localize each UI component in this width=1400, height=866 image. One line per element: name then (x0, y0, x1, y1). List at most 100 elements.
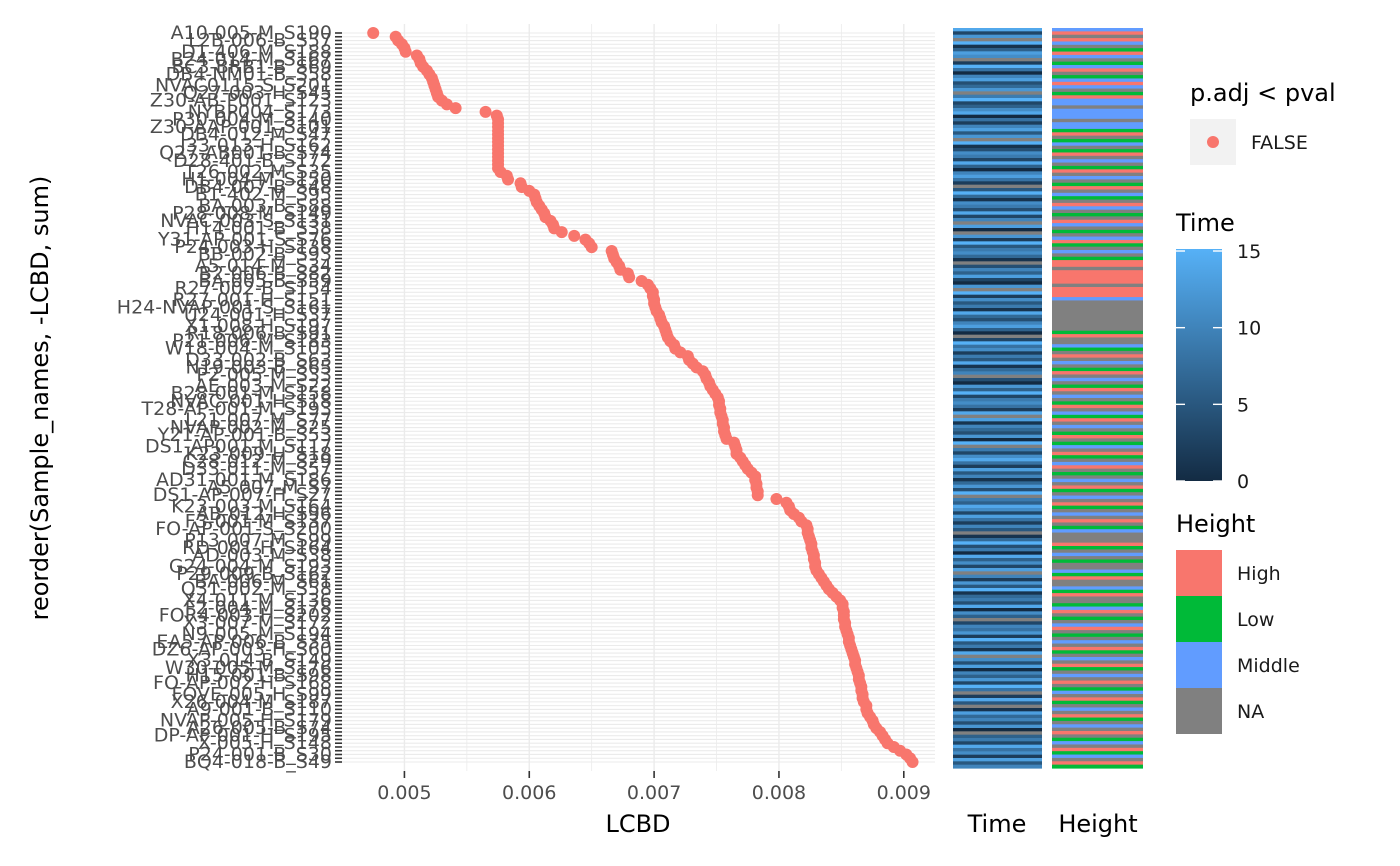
height-strip-cell (1052, 472, 1143, 476)
time-strip-cell (953, 381, 1042, 386)
time-strip-cell (953, 644, 1042, 649)
height-strip-cell (1052, 273, 1143, 278)
height-strip-cell (1052, 162, 1143, 167)
time-strip-cell (953, 704, 1042, 709)
height-strip-cell (1052, 421, 1143, 426)
height-strip-cell (1052, 556, 1143, 561)
time-strip-cell (953, 211, 1042, 216)
time-strip-cell (953, 481, 1042, 486)
y-tick-label: DZ6-AP-003-H_S60 (152, 638, 332, 660)
time-strip-cell (953, 128, 1042, 132)
time-strip-cell (953, 651, 1042, 656)
time-strip-cell (953, 461, 1042, 466)
time-strip-cell (953, 431, 1042, 436)
y-tick-label: D33-002-B_S63 (185, 349, 332, 371)
y-tick-label: NVAC-003-S_S131 (160, 210, 332, 232)
colorbar-tick-label: 5 (1237, 394, 1249, 416)
time-strip-cell (953, 61, 1042, 66)
time-strip-cell (953, 578, 1042, 582)
y-tick-label: P28-008-M_S149 (172, 202, 332, 224)
y-tick-label: L2B-006-B_S57 (188, 30, 332, 52)
y-tick-label: P21-006-M_S183 (172, 330, 332, 352)
time-strip-cell (953, 104, 1042, 109)
time-strip-cell (953, 268, 1042, 272)
height-strip-cell (1052, 95, 1143, 100)
time-strip-cell (953, 681, 1042, 686)
height-strip-cell (1052, 616, 1143, 621)
time-strip-cell (953, 664, 1042, 669)
time-strip-cell (953, 558, 1042, 562)
time-strip-cell (953, 324, 1042, 329)
time-strip-cell (953, 498, 1042, 502)
time-strip-cell (953, 598, 1042, 602)
time-strip-cell (953, 68, 1042, 72)
height-strip-cell (1052, 125, 1143, 130)
time-strip-cell (953, 144, 1042, 149)
time-strip-cell (953, 684, 1042, 689)
height-strip-cell (1052, 519, 1143, 524)
time-strip-cell (953, 724, 1042, 729)
legend-pval-dot (1207, 136, 1219, 148)
time-strip-cell (953, 168, 1042, 172)
height-strip-cell (1052, 707, 1143, 712)
legend-height-label: High (1237, 563, 1281, 585)
time-strip-cell (953, 541, 1042, 546)
y-tick-label: Y31-AP-001-S_S76 (157, 229, 332, 251)
y-tick-label: J33-013-H_S162 (179, 135, 332, 157)
legend-time-colorbar (1176, 249, 1222, 481)
height-strip-cell (1052, 394, 1143, 399)
height-strip-cell (1052, 650, 1143, 655)
y-tick-label: BA-005-B_S59 (198, 270, 332, 292)
height-strip-cell (1052, 727, 1143, 732)
time-strip-cell (953, 458, 1042, 462)
time-strip-cell (953, 474, 1042, 479)
height-strip-cell (1052, 697, 1143, 702)
y-tick-label: BB-002-B_S93 (198, 244, 332, 266)
height-strip-cell (1052, 734, 1143, 739)
time-strip-cell (953, 204, 1042, 209)
height-strip-cell (1052, 424, 1143, 429)
y-tick-label: G24-004-M_S193 (169, 556, 332, 578)
height-strip-cell (1052, 98, 1143, 103)
time-strip-cell (953, 754, 1042, 759)
height-strip-cell (1052, 263, 1143, 268)
time-strip-cell (953, 174, 1042, 179)
time-strip-cell (953, 748, 1042, 752)
time-strip-cell (953, 284, 1042, 289)
height-strip-cell (1052, 367, 1143, 372)
y-tick-label: P29-009-B_S162 (176, 563, 332, 585)
time-strip-cell (953, 254, 1042, 259)
height-strip-cell (1052, 196, 1143, 201)
y-tick-label: P2-005-M_S33 (196, 364, 332, 386)
time-strip-cell (953, 551, 1042, 556)
height-strip-cell (1052, 159, 1143, 164)
y-tick-label: FOR4-003-H_S202 (159, 604, 332, 626)
data-point (367, 27, 380, 39)
y-tick-label: P13-007-M_S99 (184, 529, 332, 551)
time-strip-cell (953, 511, 1042, 516)
height-strip-cell (1052, 418, 1143, 423)
y-tick-label: NVAC0115-S_S201 (155, 75, 332, 97)
height-strip-cell (1052, 643, 1143, 648)
time-strip-cell (953, 628, 1042, 632)
time-strip-cell (953, 708, 1042, 712)
height-strip-cell (1052, 535, 1143, 540)
y-tick-label: DB4-NM01-B_S58 (166, 63, 332, 85)
time-strip-cell (953, 238, 1042, 242)
height-strip-cell (1052, 293, 1143, 298)
time-strip-cell (953, 91, 1042, 96)
time-strip-cell (953, 698, 1042, 702)
y-tick-label: A26-005-B_S74 (187, 717, 332, 739)
time-strip-cell (953, 618, 1042, 622)
time-strip-cell (953, 594, 1042, 599)
data-point (751, 489, 764, 502)
time-strip-cell (953, 118, 1042, 122)
height-strip-cell (1052, 381, 1143, 386)
time-strip-cell (953, 344, 1042, 349)
height-strip-cell (1052, 374, 1143, 379)
time-strip-cell (953, 158, 1042, 162)
time-strip-cell (953, 318, 1042, 322)
height-strip-cell (1052, 172, 1143, 177)
height-strip-cell (1052, 411, 1143, 416)
